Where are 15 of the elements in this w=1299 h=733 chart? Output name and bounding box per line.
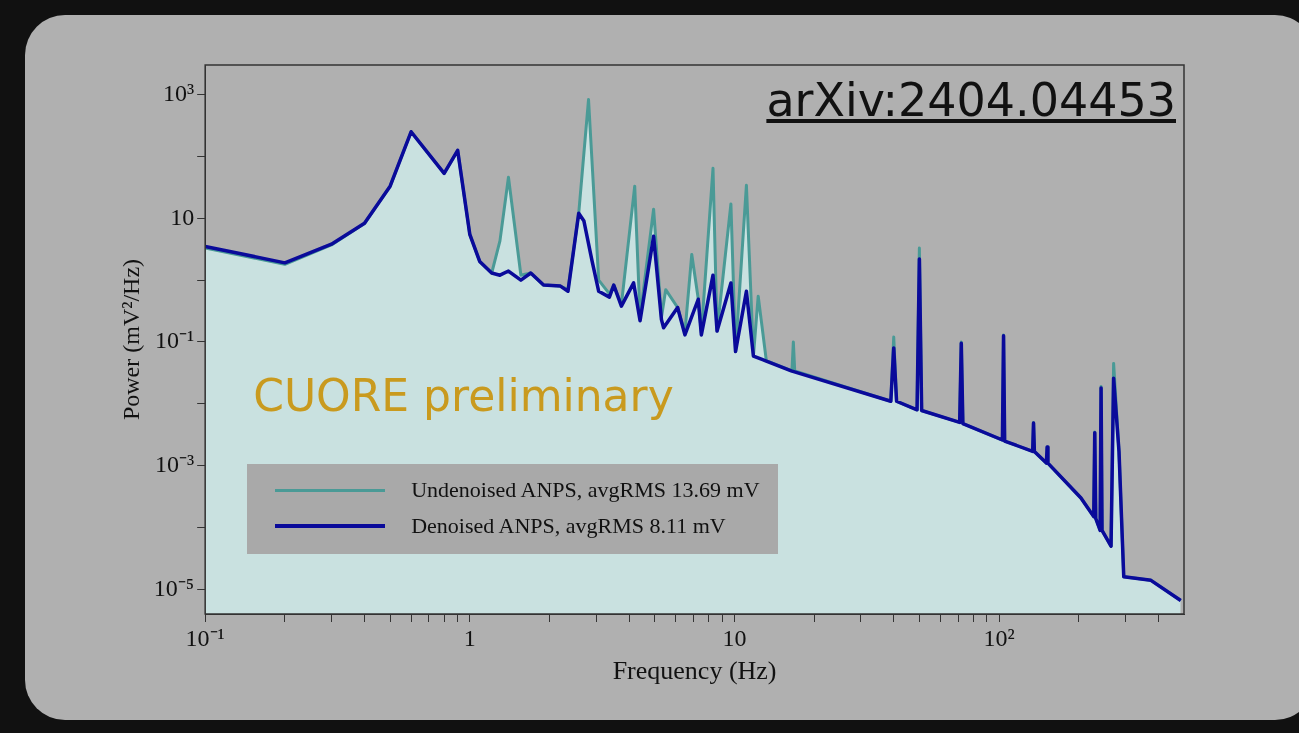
x-tick-label: 10 bbox=[722, 624, 747, 651]
y-tick-label: 10⁻³ bbox=[154, 450, 195, 477]
annotation: arXiv:2404.04453 bbox=[766, 73, 1176, 127]
x-tick-label: 1 bbox=[463, 624, 476, 651]
legend-label: Denoised ANPS, avgRMS 8.11 mV bbox=[411, 513, 726, 539]
x-tick-label: 10² bbox=[983, 624, 1015, 651]
annotation: CUORE preliminary bbox=[253, 370, 674, 421]
y-tick-label: 10⁻¹ bbox=[154, 327, 195, 354]
y-tick-label: 10³ bbox=[162, 79, 195, 106]
x-axis-title: Frequency (Hz) bbox=[612, 656, 777, 686]
y-tick-label: 10 bbox=[170, 203, 195, 230]
y-axis-title: Power (mV²/Hz) bbox=[117, 258, 144, 421]
y-tick-label: 10⁻⁵ bbox=[153, 574, 195, 601]
legend-label: Undenoised ANPS, avgRMS 13.69 mV bbox=[411, 477, 760, 503]
x-tick-label: 10⁻¹ bbox=[185, 624, 225, 651]
